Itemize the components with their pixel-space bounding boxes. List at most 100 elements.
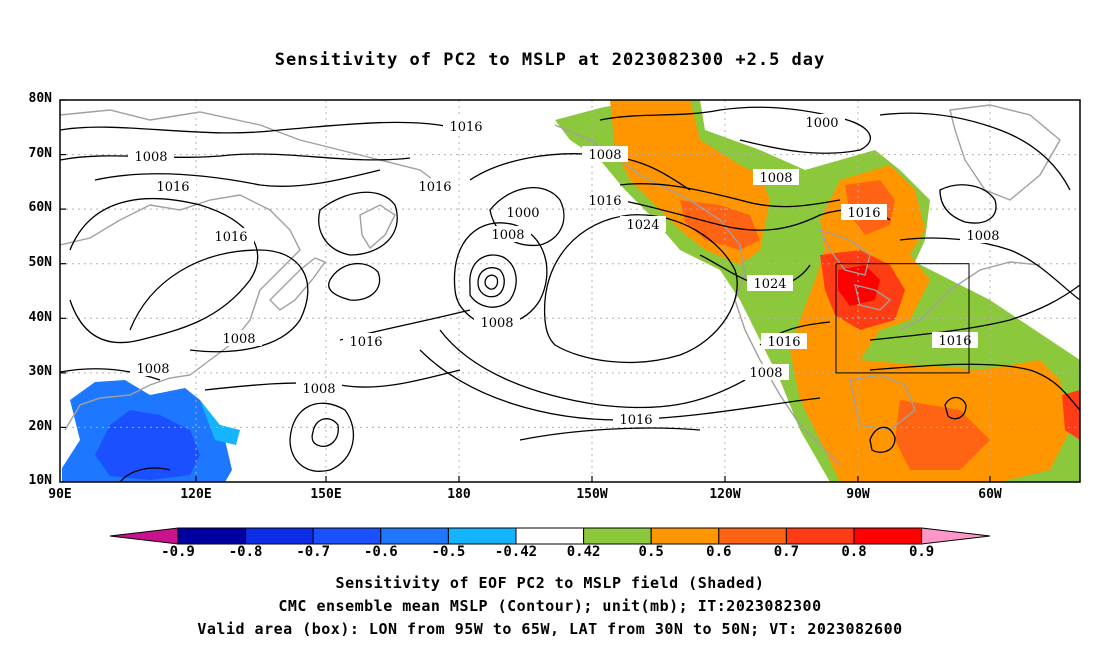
colorbar-label: 0.5 <box>638 544 664 560</box>
contour-label: 1016 <box>156 180 189 195</box>
contour-line <box>879 112 1071 191</box>
contour-label: 1008 <box>759 171 792 186</box>
colorbar-bin <box>718 527 787 545</box>
lat-label: 20N <box>28 419 52 434</box>
lat-label: 10N <box>28 473 52 488</box>
coastline-kamchatka <box>359 204 396 250</box>
contour-label: 1008 <box>966 229 999 244</box>
contour-label: 1016 <box>847 206 880 221</box>
contour-line <box>469 254 517 308</box>
contour-line <box>484 274 499 290</box>
colorbar-label: 0.8 <box>841 544 867 560</box>
lat-label: 70N <box>28 146 52 161</box>
colorbar-bin <box>447 527 517 545</box>
contour-label: 1008 <box>136 362 169 377</box>
contour-label: 1016 <box>418 180 451 195</box>
negative-sensitivity-edge <box>200 400 240 445</box>
lon-label: 120E <box>180 487 212 502</box>
axis-ticks <box>60 99 991 482</box>
contour-line <box>543 214 738 364</box>
contour-line <box>119 467 171 482</box>
contour-line <box>60 121 446 134</box>
colorbar-bin <box>853 527 923 545</box>
contour-label: 1008 <box>302 382 335 397</box>
lat-label: 60N <box>28 200 52 215</box>
colorbar-label: -0.9 <box>161 544 195 560</box>
contour-label: 1008 <box>491 228 524 243</box>
positive-sensitivity-core-south <box>895 400 990 470</box>
colorbar-label: -0.6 <box>363 544 398 560</box>
colorbar-label: -0.42 <box>494 544 538 560</box>
contour-line <box>519 427 701 441</box>
lon-label: 90W <box>846 487 870 502</box>
colorbar <box>109 527 991 545</box>
lat-label: 50N <box>28 255 52 270</box>
colorbar-label: 0.7 <box>773 544 800 560</box>
map-title: Sensitivity of PC2 to MSLP at 2023082300… <box>274 50 826 70</box>
lon-label: 120W <box>709 487 741 502</box>
contour-line <box>328 262 381 301</box>
lon-label: 150E <box>310 487 342 502</box>
contour-line <box>318 191 398 256</box>
contour-label: 1008 <box>588 148 621 163</box>
contour-label: 1008 <box>134 150 167 165</box>
contour-label: 1008 <box>480 316 513 331</box>
coastline-greenland <box>949 104 1061 201</box>
contour-line <box>94 169 381 187</box>
contour-label: 1008 <box>222 332 255 347</box>
caption-shading: Sensitivity of EOF PC2 to MSLP field (Sh… <box>335 574 765 592</box>
colorbar-label: 0.9 <box>908 544 935 560</box>
colorbar-high-end <box>921 527 991 545</box>
caption-valid-area: Valid area (box): LON from 95W to 65W, L… <box>197 620 903 638</box>
coastline-hudson-bay <box>818 228 871 276</box>
coastline-north-america-east <box>899 261 1041 331</box>
contour-line <box>899 237 1080 301</box>
colorbar-bin <box>650 527 720 545</box>
coastline-great-lakes <box>854 284 892 311</box>
colorbar-label: -0.7 <box>296 544 331 560</box>
positive-sensitivity-orange-east <box>790 165 1070 482</box>
contour-line <box>60 153 411 161</box>
colorbar-label: -0.8 <box>228 544 263 560</box>
colorbar-bin <box>583 527 652 545</box>
colorbar-bin <box>380 527 449 545</box>
lat-label: 40N <box>28 310 52 325</box>
contour-label: 1016 <box>767 335 800 350</box>
colorbar-bin <box>177 527 247 545</box>
lon-label: 90E <box>48 487 72 502</box>
contour-label: 1000 <box>805 116 838 131</box>
lat-label: 30N <box>28 364 52 379</box>
lon-label: 180 <box>447 487 471 502</box>
lat-label: 80N <box>28 91 52 106</box>
contour-line <box>619 183 841 208</box>
contour-line <box>289 402 355 472</box>
colorbar-label: -0.5 <box>431 544 466 560</box>
contour-label: 1016 <box>449 120 482 135</box>
colorbar-label: 0.42 <box>566 544 601 560</box>
lon-label: 150W <box>576 487 608 502</box>
contour-label: 1016 <box>214 230 247 245</box>
colorbar-low-end <box>109 527 179 545</box>
contour-label: 1024 <box>626 218 659 233</box>
contour-label: 1016 <box>349 335 382 350</box>
contour-line <box>944 396 967 420</box>
caption-contour: CMC ensemble mean MSLP (Contour); unit(m… <box>278 597 822 615</box>
shaded-sensitivity-layer <box>62 100 1080 482</box>
contour-line <box>453 222 548 326</box>
contour-labels: 1016 1008 1016 1016 1016 1008 1000 1008 … <box>128 114 1006 428</box>
contour-line <box>60 368 161 381</box>
contour-line <box>477 267 505 298</box>
contour-label: 1008 <box>749 366 782 381</box>
contour-line <box>939 184 997 224</box>
colorbar-bin <box>245 527 314 545</box>
coastlines <box>60 104 1061 466</box>
colorbar-bin <box>785 527 855 545</box>
coastline-japan <box>269 257 327 311</box>
contour-line <box>311 418 339 447</box>
contour-label: 1016 <box>619 413 652 428</box>
contour-line <box>129 249 309 353</box>
contour-label: 1016 <box>938 334 971 349</box>
contour-label: 1016 <box>588 194 621 209</box>
contour-line <box>869 363 1080 411</box>
